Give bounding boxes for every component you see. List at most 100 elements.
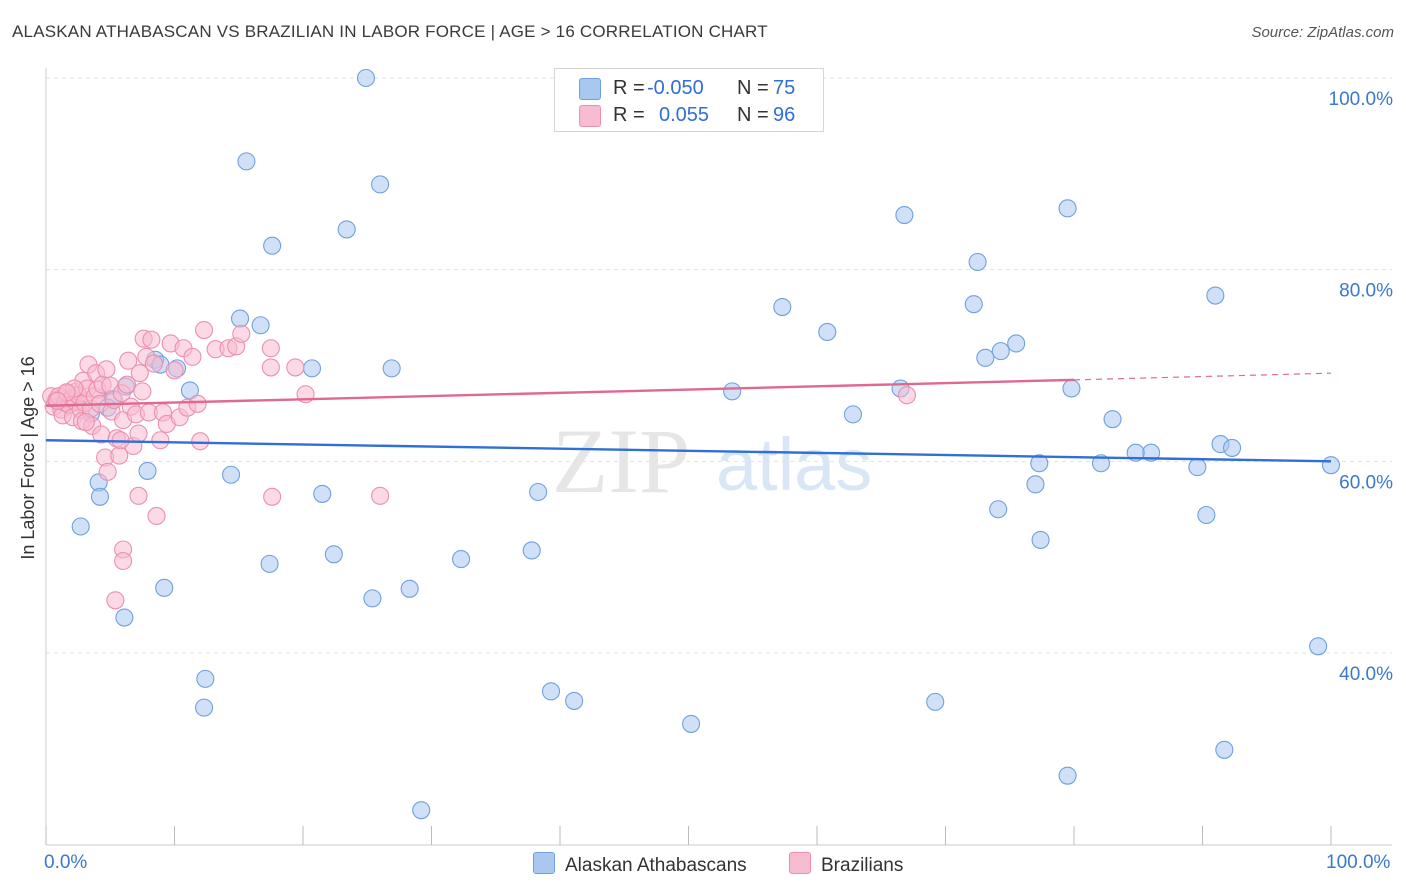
- point-athabascan-59: [1309, 637, 1328, 656]
- point-brazilian-79: [76, 412, 95, 432]
- point-athabascan-67: [1058, 766, 1077, 785]
- point-athabascan-5: [895, 205, 914, 225]
- point-brazilian-67: [232, 324, 251, 343]
- point-athabascan-14: [1007, 334, 1026, 353]
- point-athabascan-13: [818, 322, 837, 342]
- point-brazilian-52: [151, 431, 170, 450]
- point-athabascan-48: [1197, 505, 1216, 525]
- point-brazilian-44: [130, 364, 149, 383]
- legend-swatch-brazilian: [579, 105, 601, 127]
- point-athabascan-54: [260, 554, 279, 573]
- point-brazilian-74: [129, 486, 148, 505]
- legend-r-value: -0.050: [647, 77, 704, 99]
- point-athabascan-12: [251, 316, 270, 335]
- point-brazilian-63: [195, 320, 214, 340]
- point-brazilian-39: [119, 351, 138, 370]
- point-athabascan-66: [1215, 740, 1234, 759]
- point-brazilian-30: [98, 462, 117, 481]
- point-athabascan-23: [180, 381, 199, 400]
- watermark-zip: ZIP: [552, 410, 690, 512]
- point-athabascan-44: [90, 487, 110, 506]
- point-athabascan-6: [1058, 199, 1077, 218]
- point-athabascan-43: [1026, 475, 1045, 494]
- point-brazilian-70: [286, 358, 305, 377]
- trend-line-extension-brazilian: [1073, 372, 1332, 381]
- y-axis-label: In Labor Force | Age > 16: [18, 356, 38, 559]
- x-tick-label-min: 0.0%: [44, 852, 88, 873]
- point-athabascan-64: [195, 698, 214, 717]
- point-athabascan-50: [1031, 530, 1050, 549]
- y-tick-label-40: 40.0%: [1339, 664, 1393, 685]
- point-athabascan-15: [991, 342, 1010, 361]
- point-athabascan-63: [926, 692, 945, 711]
- point-athabascan-16: [976, 348, 995, 367]
- point-athabascan-55: [155, 578, 174, 597]
- series-alaskan-athabascans: [71, 68, 1341, 820]
- point-athabascan-3: [263, 236, 282, 255]
- point-brazilian-62: [191, 432, 210, 451]
- point-brazilian-50: [144, 354, 163, 373]
- point-brazilian-56: [165, 361, 184, 380]
- y-tick-label-60: 60.0%: [1339, 472, 1393, 493]
- legend-swatch-athabascan: [579, 78, 601, 100]
- legend-r-label: R =: [613, 77, 645, 99]
- point-athabascan-45: [313, 484, 332, 503]
- point-brazilian-51: [147, 506, 166, 526]
- point-athabascan-40: [138, 461, 157, 480]
- legend-n-label: N =: [737, 104, 769, 126]
- bottom-legend-swatch-brazilian: [789, 852, 811, 874]
- point-brazilian-77: [106, 591, 125, 610]
- point-brazilian-69: [261, 358, 280, 377]
- bottom-legend-brazilian: Brazilians: [789, 852, 903, 877]
- point-brazilian-83: [897, 386, 917, 405]
- point-athabascan-26: [723, 382, 742, 401]
- point-athabascan-51: [522, 541, 541, 560]
- legend-n-value: 75: [773, 77, 796, 99]
- point-athabascan-36: [1030, 454, 1049, 473]
- legend-n-label: N =: [737, 77, 769, 99]
- point-brazilian-60: [183, 347, 202, 366]
- y-tick-labels: 40.0% 60.0% 80.0% 100.0%: [1329, 89, 1394, 685]
- trend-line-athabascan: [45, 439, 1332, 463]
- point-athabascan-60: [196, 669, 215, 688]
- point-brazilian-29: [97, 360, 116, 379]
- point-brazilian-45: [133, 382, 152, 401]
- point-athabascan-62: [565, 691, 584, 710]
- bottom-legend-athabascan: Alaskan Athabascans: [533, 852, 747, 877]
- point-athabascan-38: [1188, 458, 1207, 477]
- source-label: Source: ZipAtlas.com: [1251, 24, 1394, 41]
- bottom-legend-label-athabascan: Alaskan Athabascans: [565, 855, 747, 876]
- point-brazilian-82: [48, 391, 67, 411]
- point-athabascan-53: [452, 550, 471, 569]
- point-athabascan-4: [337, 220, 356, 239]
- x-tick-label-max: 100.0%: [1326, 852, 1391, 873]
- point-athabascan-56: [400, 579, 419, 598]
- point-brazilian-72: [263, 487, 282, 506]
- point-athabascan-68: [412, 801, 431, 820]
- point-athabascan-61: [541, 682, 561, 701]
- legend-r-value: 0.055: [659, 104, 710, 126]
- point-athabascan-11: [230, 309, 250, 328]
- point-brazilian-76: [114, 551, 133, 571]
- point-athabascan-30: [843, 405, 863, 424]
- trend-lines: [45, 372, 1332, 463]
- trend-line-brazilian: [45, 378, 1075, 407]
- legend-r-label: R =: [613, 104, 645, 126]
- point-brazilian-43: [129, 424, 148, 443]
- point-brazilian-61: [188, 394, 207, 413]
- chart-title: ALASKAN ATHABASCAN VS BRAZILIAN IN LABOR…: [12, 22, 768, 41]
- legend-n-value: 96: [773, 104, 796, 126]
- point-athabascan-49: [71, 517, 90, 536]
- point-athabascan-41: [221, 465, 241, 484]
- correlation-legend: R = -0.050 N = 75 R = 0.055 N = 96: [554, 68, 824, 132]
- point-athabascan-7: [968, 252, 987, 272]
- point-athabascan-58: [115, 608, 134, 627]
- point-athabascan-47: [989, 500, 1008, 519]
- y-tick-label-80: 80.0%: [1339, 281, 1393, 302]
- point-brazilian-73: [371, 486, 390, 505]
- point-athabascan-25: [1062, 379, 1081, 398]
- point-athabascan-52: [324, 545, 343, 564]
- point-athabascan-21: [382, 359, 401, 378]
- point-athabascan-31: [1103, 410, 1122, 429]
- point-athabascan-8: [1206, 286, 1225, 305]
